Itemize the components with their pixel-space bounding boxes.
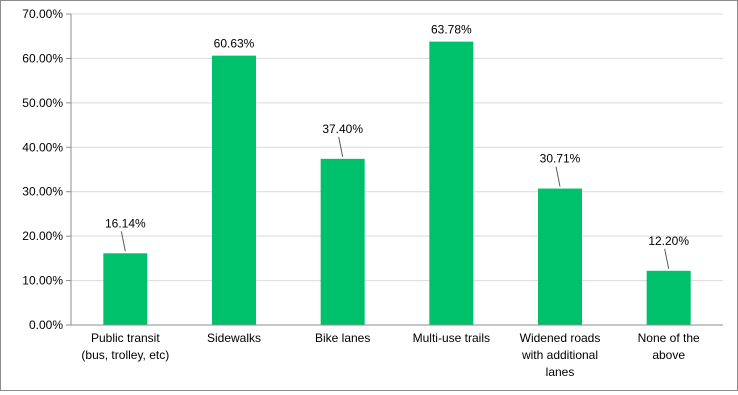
y-tick-label: 50.00% bbox=[22, 96, 63, 110]
data-label: 16.14% bbox=[105, 216, 146, 230]
y-tick-label: 40.00% bbox=[22, 140, 63, 154]
x-tick-label: None of the above bbox=[638, 331, 700, 362]
y-tick-label: 30.00% bbox=[22, 185, 63, 199]
bar bbox=[212, 55, 256, 325]
y-tick-labels: 0.00% 10.00% 20.00% 30.00% 40.00% 50.00% 60.00… bbox=[22, 7, 63, 332]
bar bbox=[429, 41, 474, 325]
data-label: 30.71% bbox=[540, 152, 581, 166]
y-tick-label: 10.00% bbox=[22, 274, 63, 288]
bar bbox=[646, 270, 691, 325]
bar bbox=[320, 158, 365, 325]
data-label: 63.78% bbox=[431, 23, 472, 37]
gridlines bbox=[71, 13, 723, 282]
x-tick-label-line: Sidewalks bbox=[207, 331, 261, 345]
x-tick-label-line: None of the bbox=[638, 331, 700, 345]
leader-line bbox=[555, 166, 561, 187]
x-tick-label-line: lanes bbox=[546, 365, 575, 379]
leader-line bbox=[338, 136, 344, 157]
y-tick-label: 0.00% bbox=[29, 318, 63, 332]
bars bbox=[103, 41, 691, 325]
x-tick-label-line: Multi-use trails bbox=[413, 331, 490, 345]
x-tick-label: Sidewalks bbox=[207, 331, 261, 345]
bar bbox=[103, 253, 148, 325]
x-tick-label-line: Public transit bbox=[91, 331, 160, 345]
data-label: 60.63% bbox=[214, 37, 255, 51]
data-label: 12.20% bbox=[648, 234, 689, 248]
x-tick-label: Public transit (bus, trolley, etc) bbox=[81, 331, 169, 362]
x-tick-label-line: (bus, trolley, etc) bbox=[81, 348, 169, 362]
data-labels: 16.14% 60.63% 37.40% 63.78% 30.71% 12.20% bbox=[105, 23, 689, 248]
x-tick-label-line: with additional bbox=[521, 348, 598, 362]
x-tick-label-line: Bike lanes bbox=[315, 331, 370, 345]
axes bbox=[66, 13, 723, 326]
y-tick-label: 70.00% bbox=[22, 7, 63, 21]
x-tick-label: Bike lanes bbox=[315, 331, 370, 345]
y-tick-label: 60.00% bbox=[22, 51, 63, 65]
y-tick-label: 20.00% bbox=[22, 229, 63, 243]
x-tick-label-line: above bbox=[652, 348, 685, 362]
x-tick-labels: Public transit (bus, trolley, etc) Sidewal… bbox=[81, 331, 700, 379]
x-tick-label: Multi-use trails bbox=[413, 331, 490, 345]
x-tick-label: Widened roads with additional lanes bbox=[520, 331, 601, 379]
bar bbox=[538, 188, 582, 325]
leader-line bbox=[120, 231, 126, 252]
x-tick-label-line: Widened roads bbox=[520, 331, 601, 345]
leader-line bbox=[664, 248, 670, 269]
leader-lines bbox=[120, 136, 670, 269]
data-label: 37.40% bbox=[322, 122, 363, 136]
